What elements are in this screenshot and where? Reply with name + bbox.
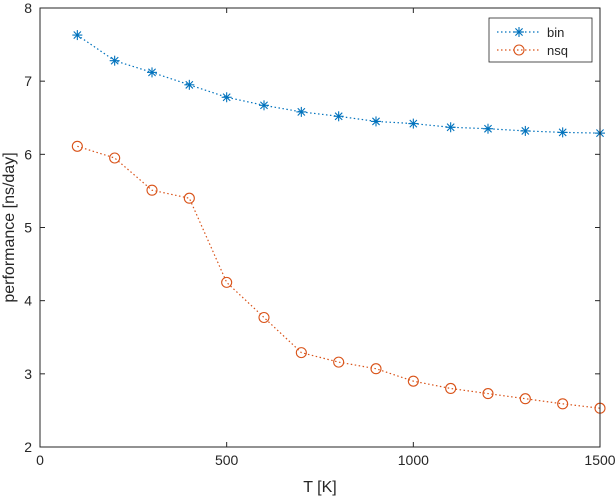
data-point-nsq <box>183 192 195 204</box>
data-point-nsq <box>295 347 307 359</box>
y-tick-label: 4 <box>24 293 32 309</box>
data-point-nsq <box>407 375 419 387</box>
y-tick-label: 8 <box>24 0 32 16</box>
data-point-bin <box>408 118 419 129</box>
x-tick-label: 1500 <box>584 452 615 468</box>
y-tick-label: 5 <box>24 220 32 236</box>
legend-marker-bin <box>514 27 524 37</box>
legend-marker-nsq <box>513 44 525 56</box>
data-point-nsq <box>221 276 233 288</box>
legend-marker-glyph <box>514 27 524 37</box>
data-point-nsq <box>445 382 457 395</box>
data-point-nsq <box>482 388 494 400</box>
x-tick-label: 500 <box>215 452 239 468</box>
ticks-layer: 0 500 1000 1500 2 3 4 5 6 7 8 <box>24 0 615 468</box>
y-tick-label: 2 <box>24 439 32 455</box>
legend-label-bin: bin <box>547 25 564 40</box>
data-point-nsq <box>146 184 158 196</box>
data-point-bin <box>296 106 307 117</box>
data-point-bin <box>371 116 381 127</box>
data-point-bin <box>333 111 344 122</box>
data-point-nsq <box>370 363 382 375</box>
data-point-bin <box>72 30 83 41</box>
series-layer <box>71 30 606 414</box>
data-point-bin <box>109 55 120 66</box>
data-point-bin <box>557 127 568 138</box>
data-point-nsq <box>109 152 121 164</box>
data-point-nsq <box>557 398 569 410</box>
series-line-nsq <box>77 145 601 409</box>
data-point-bin <box>147 67 157 78</box>
y-axis-label: performance [ns/day] <box>1 152 18 302</box>
data-point-nsq <box>258 311 270 324</box>
data-point-bin <box>259 100 269 111</box>
data-point-bin <box>221 92 232 103</box>
legend: bin nsq <box>488 17 593 63</box>
data-point-bin <box>445 122 456 133</box>
data-point-bin <box>184 79 195 90</box>
y-tick-label: 7 <box>24 73 32 89</box>
x-axis-label: T [K] <box>303 479 337 496</box>
legend-box <box>488 17 593 63</box>
data-point-nsq <box>71 140 83 152</box>
y-tick-label: 3 <box>24 366 32 382</box>
legend-label-nsq: nsq <box>547 43 568 58</box>
data-point-bin <box>483 123 493 134</box>
y-tick-label: 6 <box>24 146 32 162</box>
data-point-nsq <box>519 393 531 405</box>
data-point-nsq <box>333 356 345 368</box>
x-tick-label: 0 <box>36 452 44 468</box>
legend-marker-glyph <box>513 44 525 56</box>
x-tick-label: 1000 <box>398 452 429 468</box>
data-point-bin <box>520 125 531 136</box>
